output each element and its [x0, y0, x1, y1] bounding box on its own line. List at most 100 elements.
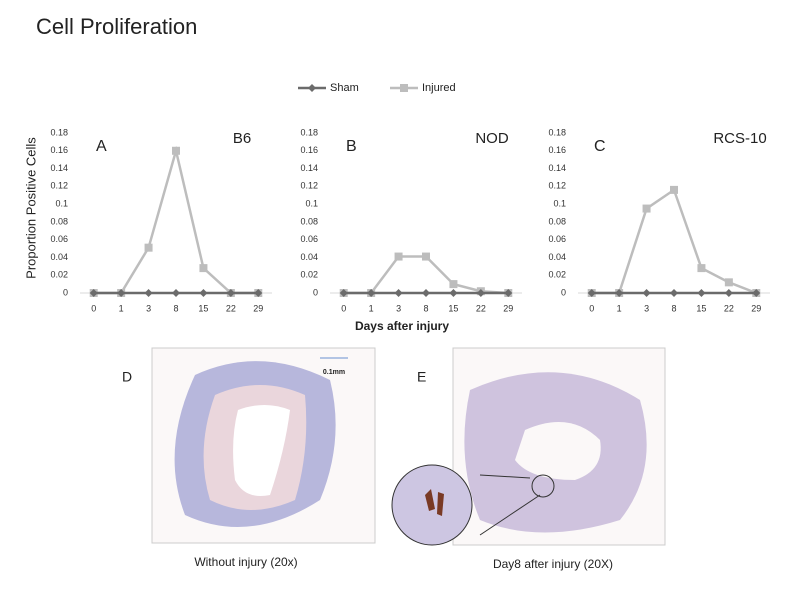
- x-tick-label: 3: [396, 303, 401, 313]
- x-axis-label: Days after injury: [355, 319, 449, 333]
- y-tick-label: 0.06: [50, 234, 68, 244]
- y-tick-label: 0.12: [300, 181, 318, 191]
- y-tick-label: 0: [63, 287, 68, 297]
- panel-label: D: [122, 369, 132, 385]
- y-tick-label: 0.18: [548, 127, 566, 137]
- y-tick-label: 0.02: [300, 270, 318, 280]
- y-tick-label: 0.14: [548, 163, 566, 173]
- y-tick-label: 0: [313, 287, 318, 297]
- marker: [670, 185, 678, 194]
- panel-label: E: [417, 369, 426, 385]
- y-tick-label: 0.08: [300, 216, 318, 226]
- marker: [144, 243, 153, 252]
- y-axis-label: Proportion Positive Cells: [23, 137, 38, 279]
- y-tick-label: 0.06: [548, 234, 566, 244]
- marker: [449, 280, 458, 289]
- marker: [724, 289, 733, 297]
- y-tick-label: 0.18: [300, 127, 318, 137]
- y-tick-label: 0.1: [305, 198, 318, 208]
- y-tick-label: 0.12: [548, 181, 566, 191]
- marker: [394, 289, 403, 297]
- x-tick-label: 3: [644, 303, 649, 313]
- marker: [144, 289, 153, 297]
- panel-label: C: [594, 138, 606, 155]
- x-tick-label: 0: [91, 303, 96, 313]
- y-tick-label: 0.04: [548, 252, 566, 262]
- x-tick-label: 22: [476, 303, 486, 313]
- marker: [172, 146, 180, 155]
- marker: [422, 252, 430, 261]
- x-tick-label: 1: [617, 303, 622, 313]
- y-tick-label: 0.18: [50, 127, 68, 137]
- x-tick-label: 1: [369, 303, 374, 313]
- chart-title: RCS-10: [713, 130, 766, 147]
- chart-title: NOD: [475, 130, 509, 147]
- marker: [89, 289, 98, 297]
- y-tick-label: 0.12: [50, 181, 68, 191]
- y-tick-label: 0: [561, 287, 566, 297]
- marker: [254, 289, 263, 297]
- x-tick-label: 29: [751, 303, 761, 313]
- marker: [199, 264, 208, 273]
- panel-label: A: [96, 138, 107, 155]
- y-tick-label: 0.08: [50, 216, 68, 226]
- x-tick-label: 15: [448, 303, 458, 313]
- y-tick-label: 0.14: [50, 163, 68, 173]
- marker: [400, 84, 408, 92]
- marker: [117, 289, 126, 297]
- y-tick-label: 0.02: [548, 270, 566, 280]
- x-tick-label: 22: [226, 303, 236, 313]
- x-tick-label: 1: [119, 303, 124, 313]
- marker: [339, 289, 348, 297]
- marker: [394, 252, 403, 261]
- image-e: [391, 347, 666, 546]
- y-tick-label: 0.06: [300, 234, 318, 244]
- x-tick-label: 8: [671, 303, 676, 313]
- marker: [449, 289, 458, 297]
- marker: [642, 289, 651, 297]
- x-tick-label: 29: [253, 303, 263, 313]
- series-line: [591, 187, 757, 295]
- figure-title: Cell Proliferation: [36, 14, 197, 39]
- marker: [697, 289, 706, 297]
- x-tick-label: 22: [724, 303, 734, 313]
- y-tick-label: 0.1: [553, 198, 566, 208]
- marker: [226, 289, 235, 297]
- legend-label: Sham: [330, 82, 359, 94]
- marker: [752, 289, 761, 297]
- image-caption: Without injury (20x): [194, 555, 297, 569]
- x-tick-label: 0: [589, 303, 594, 313]
- legend-label: Injured: [422, 82, 456, 94]
- y-tick-label: 0.04: [50, 252, 68, 262]
- image-d: 0.1mm: [151, 347, 376, 544]
- marker: [642, 204, 651, 213]
- x-tick-label: 15: [198, 303, 208, 313]
- marker: [422, 289, 430, 297]
- y-tick-label: 0.08: [548, 216, 566, 226]
- x-tick-label: 15: [696, 303, 706, 313]
- series-line: [93, 145, 259, 295]
- marker: [199, 289, 208, 297]
- marker: [172, 289, 180, 297]
- scale-bar-label: 0.1mm: [323, 369, 345, 376]
- marker: [615, 289, 624, 297]
- marker: [367, 289, 376, 297]
- x-tick-label: 0: [341, 303, 346, 313]
- marker: [697, 264, 706, 273]
- marker: [504, 289, 513, 297]
- y-tick-label: 0.14: [300, 163, 318, 173]
- y-tick-label: 0.04: [300, 252, 318, 262]
- y-tick-label: 0.16: [548, 145, 566, 155]
- x-tick-label: 8: [423, 303, 428, 313]
- image-caption: Day8 after injury (20X): [493, 557, 613, 571]
- marker: [587, 289, 596, 297]
- marker: [308, 84, 316, 92]
- panel-label: B: [346, 138, 357, 155]
- chart-title: B6: [233, 130, 251, 147]
- y-tick-label: 0.16: [300, 145, 318, 155]
- y-tick-label: 0.02: [50, 270, 68, 280]
- marker: [476, 289, 485, 297]
- x-tick-label: 8: [173, 303, 178, 313]
- marker: [670, 289, 678, 297]
